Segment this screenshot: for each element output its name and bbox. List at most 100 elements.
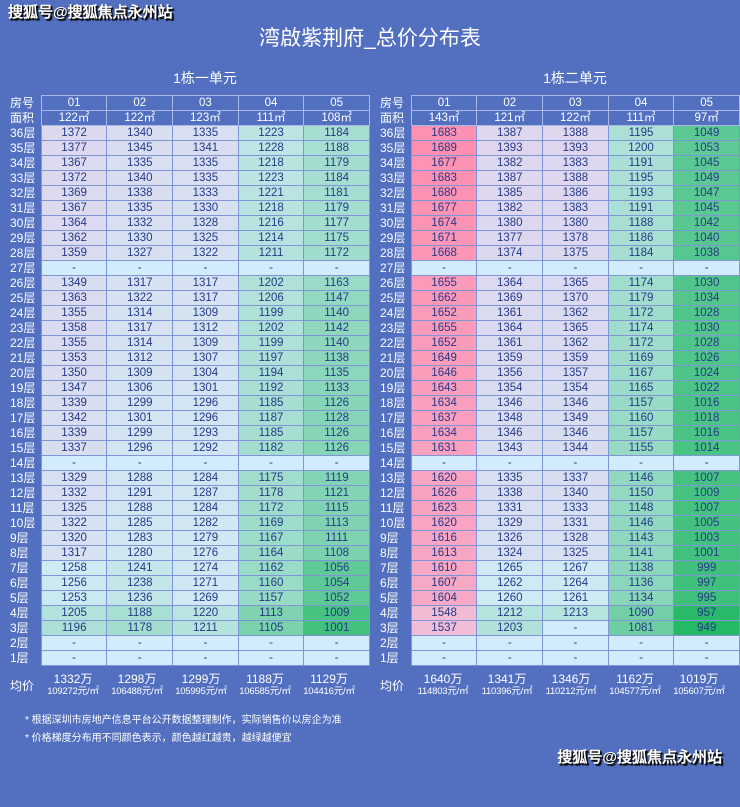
- room-number: 04: [607, 95, 675, 111]
- price-cell: 1262: [476, 575, 544, 591]
- price-cell: 1199: [237, 305, 305, 321]
- room-area: 97㎡: [673, 110, 740, 126]
- price-cell: 1285: [106, 515, 174, 531]
- avg-row: 均价 1640万 114803元/㎡ 1341万 110396元/㎡ 1346万 11021…: [380, 672, 740, 698]
- floor-label: 22层: [10, 336, 36, 350]
- table-row: 18层 1634 1346 1346 1157 1016: [380, 395, 740, 411]
- price-cell: 1184: [607, 245, 675, 261]
- table-row: 26层 1655 1364 1365 1174 1030: [380, 275, 740, 291]
- floor-label: 20层: [380, 366, 406, 380]
- price-cell: 1382: [476, 200, 544, 216]
- price-cell: 1188: [607, 215, 675, 231]
- price-cell: 1328: [542, 530, 609, 546]
- price-cell: 1136: [607, 575, 675, 591]
- floor-label: 20层: [10, 366, 36, 380]
- price-cell: 1218: [237, 200, 305, 216]
- price-cell: 1187: [237, 410, 305, 426]
- price-cell: 1200: [607, 140, 675, 156]
- price-cell: 1269: [172, 590, 239, 606]
- floor-label: 34层: [380, 156, 406, 170]
- price-cell: 1284: [172, 500, 239, 516]
- price-cell: 1344: [542, 440, 609, 456]
- avg-unit-price: 110396元/㎡: [481, 686, 533, 697]
- price-cell: 1327: [106, 245, 174, 261]
- price-cell: 1616: [410, 530, 478, 546]
- room-label: 房号: [380, 96, 405, 110]
- avg-unit-price: 110212元/㎡: [545, 686, 597, 697]
- price-cell: -: [607, 635, 675, 651]
- floor-label: 13层: [10, 471, 36, 485]
- price-cell: 1604: [410, 590, 478, 606]
- unit-title: 1栋一单元: [173, 70, 237, 86]
- price-cell: -: [106, 260, 174, 276]
- price-cell: -: [40, 455, 108, 471]
- price-cell: 1307: [172, 350, 239, 366]
- price-cell: -: [40, 635, 108, 651]
- price-cell: 1197: [237, 350, 305, 366]
- floor-label: 29层: [380, 231, 406, 245]
- avg-unit-price: 105607元/㎡: [673, 686, 725, 697]
- price-cell: 1333: [542, 500, 609, 516]
- price-cell: 1174: [607, 320, 675, 336]
- unit-title: 1栋二单元: [543, 70, 607, 86]
- avg-cell: 1341万 110396元/㎡: [475, 672, 539, 698]
- price-cell: 1326: [476, 530, 544, 546]
- table-row: 31层 1367 1335 1330 1218 1179: [10, 200, 370, 216]
- room-header-row: 房号 01 02 03 04 05: [10, 95, 370, 111]
- price-cell: 1165: [607, 380, 675, 396]
- price-cell: 1377: [40, 140, 108, 156]
- table-row: 14层 - - - - -: [380, 455, 740, 471]
- room-number: 05: [673, 95, 740, 111]
- page-title: 湾啟紫荆府_总价分布表: [259, 27, 481, 50]
- price-cell: 1340: [106, 170, 174, 186]
- price-cell: 995: [673, 590, 740, 606]
- price-cell: 1652: [410, 335, 478, 351]
- price-cell: 1196: [40, 620, 108, 636]
- price-cell: 1646: [410, 365, 478, 381]
- table-row: 10层 1322 1285 1282 1169 1113: [10, 515, 370, 531]
- price-cell: 1364: [40, 215, 108, 231]
- floor-label: 12层: [10, 486, 36, 500]
- price-cell: 1113: [237, 605, 305, 621]
- price-cell: 1341: [172, 140, 239, 156]
- table-row: 21层 1353 1312 1307 1197 1138: [10, 350, 370, 366]
- price-cell: 1683: [410, 125, 478, 141]
- price-cell: 1138: [607, 560, 675, 576]
- table-row: 34层 1677 1382 1383 1191 1045: [380, 155, 740, 171]
- table-row: 22层 1355 1314 1309 1199 1140: [10, 335, 370, 351]
- table-row: 2层 - - - - -: [380, 635, 740, 651]
- floor-label: 11层: [10, 501, 35, 515]
- table-row: 5层 1604 1260 1261 1134 995: [380, 590, 740, 606]
- floor-label: 28层: [10, 246, 36, 260]
- table-row: 35层 1689 1393 1393 1200 1053: [380, 140, 740, 156]
- table-row: 7层 1610 1265 1267 1138 999: [380, 560, 740, 576]
- price-cell: 1191: [607, 155, 675, 171]
- price-cell: 1346: [542, 395, 609, 411]
- floor-label: 31层: [380, 201, 406, 215]
- unit-2: 1栋二单元 房号 01 02 03 04 05 面积 143㎡ 121㎡ 122㎡ 111㎡ 97㎡ 3…: [370, 68, 740, 698]
- price-cell: 1133: [303, 380, 370, 396]
- floor-label: 7层: [10, 561, 29, 575]
- table-row: 4层 1205 1188 1220 1113 1009: [10, 605, 370, 621]
- price-cell: 1317: [106, 320, 174, 336]
- price-cell: 1349: [542, 410, 609, 426]
- price-cell: 1009: [303, 605, 370, 621]
- floor-label: 18层: [380, 396, 406, 410]
- price-cell: -: [410, 260, 478, 276]
- price-cell: 1056: [303, 560, 370, 576]
- table-row: 29层 1362 1330 1325 1214 1175: [10, 230, 370, 246]
- price-cell: 1175: [237, 470, 305, 486]
- floor-label: 6层: [10, 576, 29, 590]
- table-row: 7层 1258 1241 1274 1162 1056: [10, 560, 370, 576]
- table-row: 11层 1325 1288 1284 1172 1115: [10, 500, 370, 516]
- avg-total: 1346万: [551, 672, 591, 686]
- price-cell: 1146: [607, 515, 675, 531]
- price-cell: 1322: [40, 515, 108, 531]
- price-cell: 1372: [40, 125, 108, 141]
- price-cell: 1359: [542, 350, 609, 366]
- floor-label: 21层: [10, 351, 36, 365]
- avg-unit-price: 105995元/㎡: [175, 686, 227, 697]
- table-row: 21层 1649 1359 1359 1169 1026: [380, 350, 740, 366]
- floor-label: 2层: [380, 636, 399, 650]
- price-cell: 1309: [106, 365, 174, 381]
